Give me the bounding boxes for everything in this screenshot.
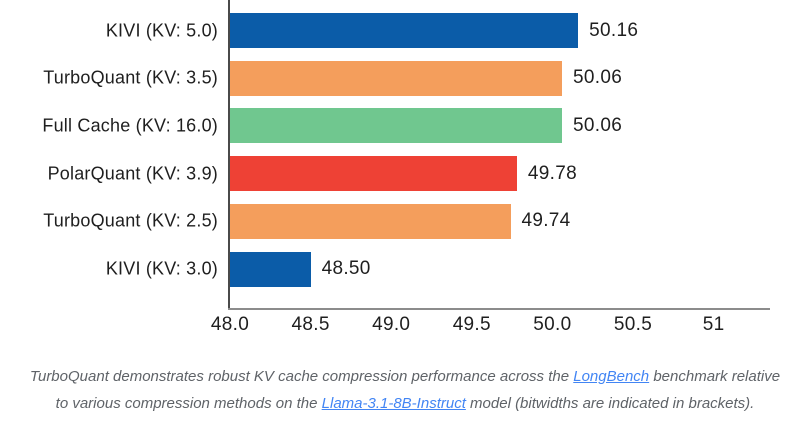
bar [230, 203, 511, 239]
x-tick-label: 48.5 [291, 314, 330, 335]
category-label: KIVI (KV: 3.0) [105, 258, 218, 279]
y-axis-line [228, 0, 230, 310]
x-axis-line [228, 308, 770, 310]
x-tick-label: 48.0 [210, 314, 250, 335]
bar-value-label: 49.74 [521, 210, 571, 232]
bar [230, 13, 579, 48]
x-tick-label: 51 [702, 314, 725, 335]
bar-value-label: 50.06 [573, 67, 623, 89]
category-label: PolarQuant (KV: 3.9) [47, 163, 218, 184]
x-tick-label: 49.0 [372, 314, 411, 335]
caption-link[interactable]: LongBench [573, 368, 650, 385]
category-label: KIVI (KV: 5.0) [105, 20, 218, 40]
bar-value-label: 50.16 [589, 19, 639, 41]
bar-value-label: 48.50 [321, 258, 371, 279]
bar [230, 251, 311, 287]
x-tick-label: 49.5 [452, 314, 491, 335]
bar [230, 60, 563, 96]
x-tick-label: 50.5 [613, 314, 653, 335]
plot-area: KIVITurboQuantFull CachePolarQuant 50.16… [228, 0, 770, 310]
category-label: Full Cache (KV: 16.0) [42, 115, 218, 136]
category-label: TurboQuant (KV: 2.5) [43, 210, 218, 231]
bar [230, 108, 563, 144]
bar-value-label: 49.78 [527, 162, 577, 184]
caption-text: TurboQuant demonstrates robust KV cache … [29, 368, 574, 385]
caption-link[interactable]: Llama-3.1-8B-Instruct [321, 395, 466, 412]
x-tick-label: 50.0 [533, 314, 572, 335]
caption: TurboQuant demonstrates robust KV cache … [27, 363, 783, 417]
caption-text: benchmark relative to various compressio… [55, 368, 781, 412]
bar [230, 156, 517, 192]
category-label: TurboQuant (KV: 3.5) [43, 67, 218, 88]
caption-text: model (bitwidths are indicated in bracke… [465, 395, 755, 412]
bar-value-label: 50.06 [573, 114, 623, 136]
